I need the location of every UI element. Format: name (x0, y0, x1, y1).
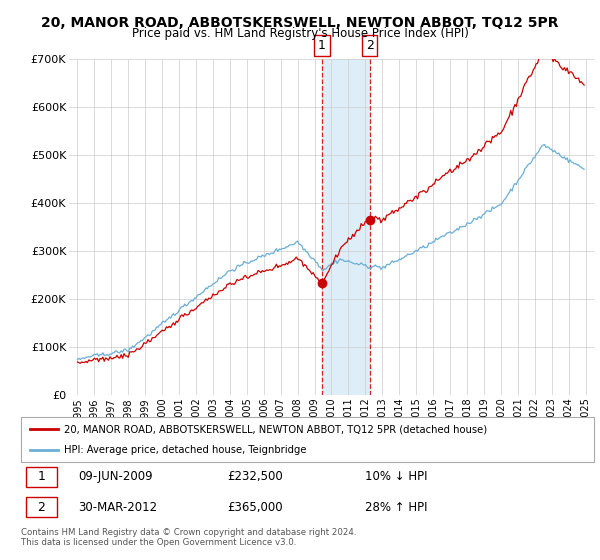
Text: 28% ↑ HPI: 28% ↑ HPI (365, 501, 427, 514)
Bar (26, 466, 57, 487)
Text: £365,000: £365,000 (227, 501, 283, 514)
Text: 1: 1 (37, 470, 45, 483)
Text: 09-JUN-2009: 09-JUN-2009 (79, 470, 153, 483)
Text: 10% ↓ HPI: 10% ↓ HPI (365, 470, 427, 483)
Text: 2: 2 (365, 39, 374, 52)
Text: 20, MANOR ROAD, ABBOTSKERSWELL, NEWTON ABBOT, TQ12 5PR: 20, MANOR ROAD, ABBOTSKERSWELL, NEWTON A… (41, 16, 559, 30)
Text: 2: 2 (37, 501, 45, 514)
Bar (322, 59, 370, 395)
Text: £232,500: £232,500 (227, 470, 283, 483)
Text: 30-MAR-2012: 30-MAR-2012 (79, 501, 157, 514)
Text: Contains HM Land Registry data © Crown copyright and database right 2024.
This d: Contains HM Land Registry data © Crown c… (21, 528, 356, 547)
Text: 20, MANOR ROAD, ABBOTSKERSWELL, NEWTON ABBOT, TQ12 5PR (detached house): 20, MANOR ROAD, ABBOTSKERSWELL, NEWTON A… (64, 424, 487, 435)
Bar (26, 497, 57, 517)
Text: 1: 1 (318, 39, 326, 52)
Text: HPI: Average price, detached house, Teignbridge: HPI: Average price, detached house, Teig… (64, 445, 307, 455)
Text: Price paid vs. HM Land Registry's House Price Index (HPI): Price paid vs. HM Land Registry's House … (131, 27, 469, 40)
